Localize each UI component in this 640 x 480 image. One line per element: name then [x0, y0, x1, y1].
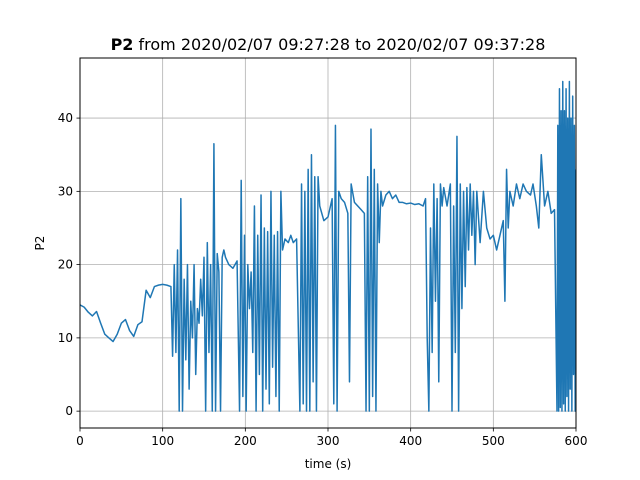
- y-tick-label: 30: [58, 184, 73, 198]
- chart-title: P2 from 2020/02/07 09:27:28 to 2020/02/0…: [111, 35, 546, 54]
- y-tick-label: 10: [58, 331, 73, 345]
- series-line: [80, 80, 576, 412]
- x-tick-label: 500: [482, 434, 505, 448]
- y-tick-label: 20: [58, 258, 73, 272]
- chart-title-bold: P2: [111, 35, 134, 54]
- y-axis: 0 10 20 30 40: [58, 111, 80, 418]
- x-axis: 0 100 200 300 400 500 600: [76, 428, 587, 448]
- chart-title-rest: from 2020/02/07 09:27:28 to 2020/02/07 0…: [133, 35, 545, 54]
- x-tick-label: 100: [151, 434, 174, 448]
- grid-lines: [79, 58, 577, 428]
- x-tick-label: 300: [317, 434, 340, 448]
- x-tick-label: 600: [565, 434, 588, 448]
- y-axis-label: P2: [33, 236, 47, 251]
- x-axis-label: time (s): [305, 457, 352, 471]
- y-tick-label: 40: [58, 111, 73, 125]
- y-tick-label: 0: [65, 404, 73, 418]
- x-tick-label: 0: [76, 434, 84, 448]
- x-tick-label: 200: [234, 434, 257, 448]
- x-tick-label: 400: [399, 434, 422, 448]
